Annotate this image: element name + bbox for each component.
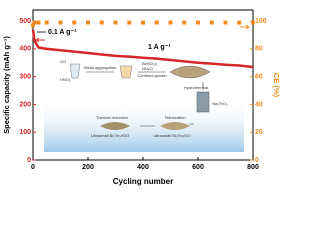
inset-label: Thermal reduction (96, 115, 128, 120)
annotation: 0.1 A g⁻¹ (48, 29, 77, 36)
y-tick-label: 500 (19, 18, 31, 25)
sheet (100, 122, 130, 130)
ce-marker (209, 20, 214, 25)
capacity-line (31, 29, 254, 69)
y-axis-label: Specific capacity (mAh g⁻¹) (2, 36, 11, 134)
ce-marker (44, 20, 49, 25)
ce-marker (237, 20, 242, 25)
y2-axis-label: CE (%) (272, 73, 281, 98)
inset-label: Na₂TeO₃ (212, 101, 228, 106)
inset-label: Bi(NO₃)₃ (142, 61, 158, 66)
ce-marker (36, 20, 41, 25)
y2-tick-label: 100 (255, 18, 267, 25)
ce-marker (31, 23, 35, 28)
x-tick-label: 800 (247, 164, 259, 171)
ce-marker (251, 20, 255, 25)
x-axis-label: Cycling number (113, 177, 173, 186)
ce-marker (86, 20, 90, 25)
y-tick-label: 0 (27, 157, 31, 164)
inset-label: Weak aggregation (84, 65, 116, 70)
beaker (119, 65, 133, 79)
inset-label: GO (60, 59, 66, 64)
x-tick-label: 200 (82, 164, 94, 171)
y2-tick-label: 80 (255, 46, 263, 53)
x-tick-label: 600 (192, 164, 204, 171)
inset-label: Hydrothermal (184, 85, 208, 90)
ce-marker (196, 20, 200, 25)
x-tick-label: 400 (137, 164, 149, 171)
inset-label: Ultrasmall Bi₂Te₃/rGO (91, 133, 130, 138)
ce-marker (32, 20, 37, 25)
ce-marker (154, 20, 159, 25)
ce-marker (223, 20, 228, 25)
beaker (69, 63, 81, 79)
inset-label: Ultrasmall Bi₂Te₃/GO (153, 133, 190, 138)
arrow (86, 71, 204, 127)
y2-tick-label: 0 (255, 157, 259, 164)
autoclave (196, 91, 210, 113)
y-tick-label: 400 (19, 46, 31, 53)
inset-label: Tellurization (164, 115, 185, 120)
y2-tick-label: 40 (255, 101, 263, 108)
sheet (160, 122, 190, 130)
y2-tick-label: 60 (255, 74, 263, 81)
ce-marker (72, 20, 77, 25)
inset: GO HNO₃ Weak aggregation Bi(NO₃)₃ NH₄Cl … (44, 59, 244, 152)
ce-marker (113, 20, 118, 25)
inset-label: HNO₃ (60, 77, 71, 82)
ce-marker (127, 20, 132, 25)
ce-marker (168, 20, 173, 25)
chart: GO HNO₃ Weak aggregation Bi(NO₃)₃ NH₄Cl … (2, 9, 281, 186)
ce-marker (182, 20, 187, 25)
y-tick-label: 100 (19, 129, 31, 136)
ce-marker (141, 20, 145, 25)
y-tick-label: 300 (19, 74, 31, 81)
x-tick-label: 0 (31, 164, 35, 171)
y-tick-label: 200 (19, 101, 31, 108)
annotation: 1 A g⁻¹ (148, 44, 171, 51)
y2-tick-label: 20 (255, 129, 263, 136)
axis-arrow (240, 24, 250, 30)
ce-marker (99, 20, 104, 25)
inset-label: Confined growth (137, 73, 166, 78)
inset-label: NH₄Cl (142, 66, 153, 71)
ce-marker (58, 20, 63, 25)
axis-arrow (35, 37, 45, 43)
sheet (169, 65, 211, 79)
